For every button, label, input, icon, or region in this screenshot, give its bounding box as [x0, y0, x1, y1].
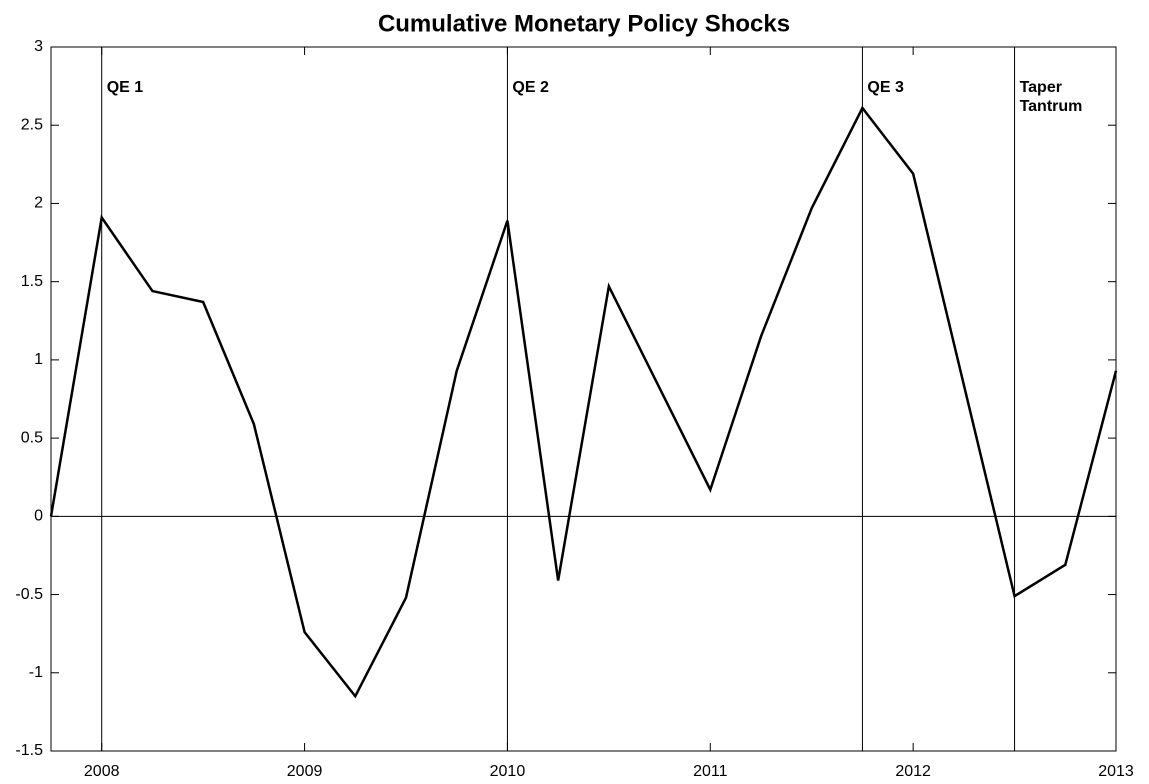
y-tick-label: 1 — [34, 351, 43, 368]
x-tick-label: 2012 — [895, 763, 931, 780]
y-tick-label: 2 — [34, 195, 43, 212]
plot-frame — [50, 46, 1117, 752]
y-tick-label: -1 — [29, 664, 43, 681]
event-label: QE 2 — [512, 79, 549, 96]
data-line — [49, 105, 1118, 699]
x-tick-label: 2009 — [287, 763, 323, 780]
x-tick-label: 2011 — [693, 763, 728, 780]
x-tick-label: 2010 — [490, 763, 526, 780]
x-tick-label: 2013 — [1098, 763, 1134, 780]
event-label: Taper — [1020, 79, 1062, 96]
y-tick-label: -0.5 — [15, 586, 43, 603]
y-tick-label: 1.5 — [21, 273, 43, 290]
x-tick-label: 2008 — [84, 763, 120, 780]
y-tick-label: 0 — [34, 508, 43, 525]
y-tick-label: -1.5 — [15, 742, 43, 759]
event-label: QE 3 — [867, 79, 904, 96]
y-tick-label: 2.5 — [21, 116, 43, 133]
y-tick-label: 0.5 — [21, 429, 43, 446]
event-label: Tantrum — [1020, 98, 1083, 115]
chart-title: Cumulative Monetary Policy Shocks — [378, 10, 790, 37]
event-label: QE 1 — [107, 79, 144, 96]
y-tick-label: 3 — [34, 38, 43, 55]
